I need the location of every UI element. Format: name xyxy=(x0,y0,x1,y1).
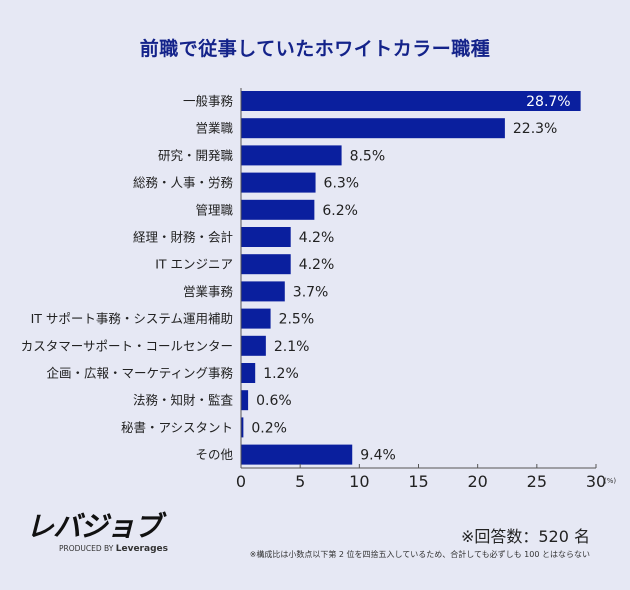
category-label: IT サポート事務・システム運用補助 xyxy=(31,311,233,326)
bar xyxy=(241,227,291,247)
value-label: 4.2% xyxy=(299,257,335,273)
category-label: 管理職 xyxy=(195,202,233,217)
logo-text: レバジョブ xyxy=(26,510,162,543)
value-label: 0.6% xyxy=(256,393,292,409)
value-label: 0.2% xyxy=(251,420,287,436)
category-label: 研究・開発職 xyxy=(158,148,234,163)
value-label: 6.3% xyxy=(324,176,360,192)
bar xyxy=(241,172,316,193)
bar xyxy=(241,335,266,356)
category-label: その他 xyxy=(195,447,233,462)
value-label: 28.7% xyxy=(526,94,570,110)
category-label: 営業職 xyxy=(195,121,233,136)
value-label: 3.7% xyxy=(293,284,329,300)
bar xyxy=(241,199,315,220)
footnote: ※構成比は小数点以下第 2 位を四捨五入しているため、合計しても必ずしも 100… xyxy=(249,550,590,559)
respondent-count: ※回答数：520 名 xyxy=(460,527,590,546)
bar xyxy=(241,308,271,329)
value-label: 2.1% xyxy=(274,339,310,355)
bar xyxy=(241,145,342,166)
bar xyxy=(241,254,291,275)
value-label: 2.5% xyxy=(279,312,315,328)
category-label: 営業事務 xyxy=(183,284,234,299)
chart-title: 前職で従事していたホワイトカラー職種 xyxy=(139,38,491,60)
category-label: 法務・知財・監査 xyxy=(133,393,234,408)
bar xyxy=(241,363,256,383)
leverages-job-logo: レバジョブ PRODUCED BY Leverages xyxy=(26,510,168,555)
bar xyxy=(241,444,353,465)
category-label: カスタマーサポート・コールセンター xyxy=(21,338,233,353)
category-label: 秘書・アシスタント xyxy=(121,420,233,435)
value-label: 1.2% xyxy=(263,366,299,382)
x-tick-label: 15 xyxy=(408,472,428,491)
bar xyxy=(241,390,249,411)
category-label: IT エンジニア xyxy=(155,257,233,272)
bar xyxy=(241,417,244,438)
x-tick-label: 20 xyxy=(467,472,487,491)
bar xyxy=(241,281,285,302)
category-label: 企画・広報・マーケティング事務 xyxy=(46,366,233,381)
x-tick-label: 5 xyxy=(295,472,305,491)
bar xyxy=(241,118,505,139)
value-label: 4.2% xyxy=(299,230,335,246)
value-label: 6.2% xyxy=(322,203,358,219)
value-label: 9.4% xyxy=(360,448,396,464)
logo-subtitle: PRODUCED BY Leverages xyxy=(59,544,168,554)
x-tick-label: 0 xyxy=(236,472,246,491)
category-label: 経理・財務・会計 xyxy=(133,230,233,245)
x-tick-label: 10 xyxy=(349,472,369,491)
value-label: 22.3% xyxy=(513,121,557,137)
x-tick-label: 25 xyxy=(527,472,547,491)
produced-by: PRODUCED BY xyxy=(59,544,114,553)
bar-chart: 一般事務 28.7% 営業職 22.3% 研究・開発職 8.5% 総務・人事・労務 6.3% 管… xyxy=(21,88,616,491)
brand: Leverages xyxy=(115,544,168,554)
x-tick-label: 30 xyxy=(586,472,606,491)
bar xyxy=(241,91,581,111)
value-label: 8.5% xyxy=(350,148,386,164)
category-label: 総務・人事・労務 xyxy=(133,175,234,190)
x-unit-label: (%) xyxy=(604,477,616,485)
category-label: 一般事務 xyxy=(183,94,234,109)
